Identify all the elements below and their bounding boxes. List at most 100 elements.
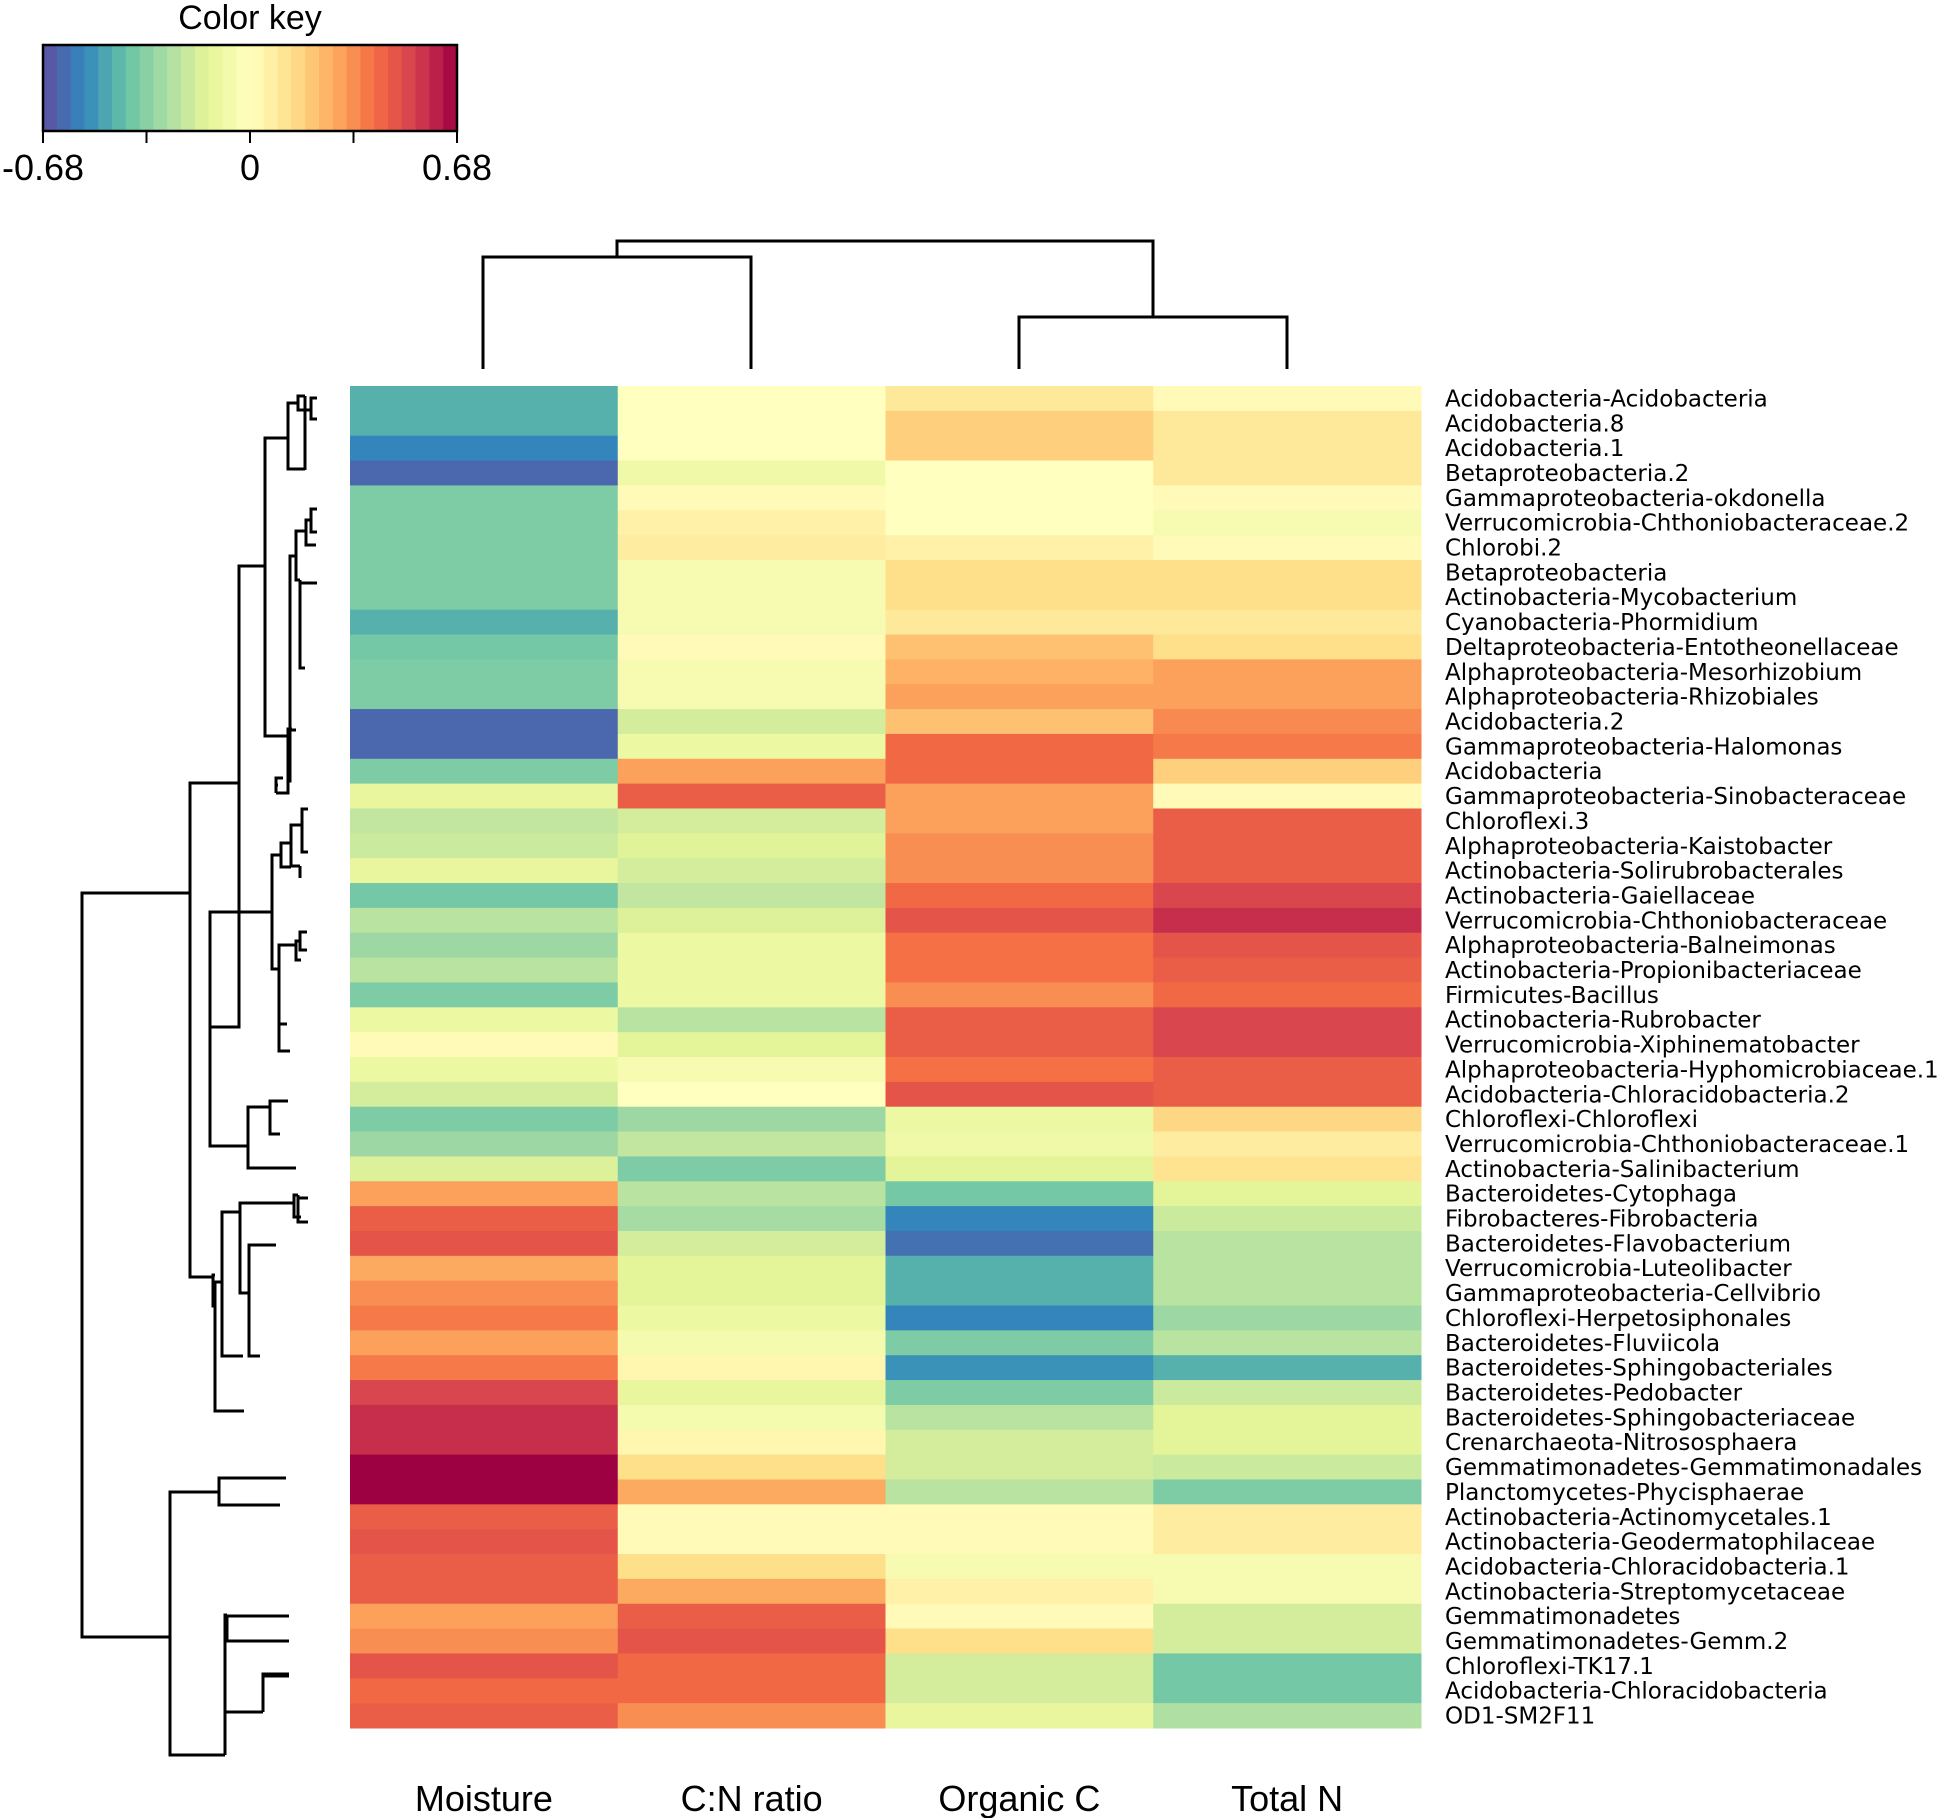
row-label: Actinobacteria-Actinomycetales.1 <box>1445 1505 1832 1531</box>
heatmap-cell <box>350 1330 619 1356</box>
heatmap-cell <box>350 1206 619 1232</box>
row-label: Actinobacteria-Mycobacterium <box>1445 585 1797 611</box>
heatmap-cell <box>350 1156 619 1182</box>
heatmap-cell <box>617 833 886 859</box>
heatmap-cells <box>350 386 1422 1729</box>
heatmap-cell <box>350 1131 619 1157</box>
heatmap-cell <box>617 907 886 934</box>
color-key-band <box>70 45 85 131</box>
heatmap-cell <box>617 609 886 636</box>
heatmap-cell <box>617 1206 886 1232</box>
heatmap-cell <box>350 460 619 486</box>
color-key-band <box>84 45 99 131</box>
heatmap-cell <box>350 1305 619 1331</box>
heatmap-cell <box>350 1703 619 1729</box>
color-key-band <box>429 45 444 131</box>
heatmap-cell <box>617 1504 886 1530</box>
heatmap-cell <box>617 386 886 412</box>
heatmap-cell <box>617 808 886 834</box>
heatmap-cell <box>617 1131 886 1157</box>
heatmap-cell <box>885 634 1154 660</box>
heatmap-cell <box>1153 932 1422 959</box>
heatmap-cell <box>885 1479 1154 1505</box>
heatmap-cell <box>885 1181 1154 1207</box>
heatmap-cell <box>617 1578 886 1605</box>
row-label: Bacteroidetes-Cytophaga <box>1445 1182 1737 1208</box>
row-label: Actinobacteria-Geodermatophilaceae <box>1445 1530 1875 1556</box>
heatmap-cell <box>1153 684 1422 710</box>
color-key-band <box>194 45 210 131</box>
heatmap-cell <box>885 783 1154 809</box>
heatmap-cell <box>885 1703 1154 1729</box>
row-label: Fibrobacteres-Fibrobacteria <box>1445 1207 1758 1233</box>
heatmap-cell <box>350 684 619 710</box>
heatmap-cell <box>350 1280 619 1307</box>
heatmap-cell <box>885 1330 1154 1356</box>
row-label: Alphaproteobacteria-Balneimonas <box>1445 933 1836 959</box>
heatmap-cell <box>350 783 619 809</box>
heatmap-cell <box>885 1206 1154 1232</box>
color-key-band <box>332 45 348 131</box>
heatmap-cell <box>617 1554 886 1580</box>
heatmap-cell <box>350 1628 619 1654</box>
heatmap-cell <box>1153 1081 1422 1108</box>
color-key-zero-label: 0 <box>240 147 260 188</box>
color-key-band <box>56 45 72 131</box>
heatmap-cell <box>1153 1355 1422 1381</box>
heatmap-cell <box>1153 1380 1422 1406</box>
row-label: Deltaproteobacteria-Entotheonellaceae <box>1445 635 1899 661</box>
heatmap-cell <box>617 684 886 710</box>
row-label: Gammaproteobacteria-Cellvibrio <box>1445 1281 1821 1307</box>
color-key-band <box>112 45 127 131</box>
row-label: Gemmatimonadetes-Gemm.2 <box>1445 1629 1788 1655</box>
row-label: Actinobacteria-Solirubrobacterales <box>1445 859 1843 885</box>
heatmap-cell <box>885 833 1154 859</box>
color-key-band <box>263 45 279 131</box>
heatmap-cell <box>885 435 1154 462</box>
heatmap-cell <box>617 1255 886 1282</box>
heatmap-cell <box>885 1355 1154 1381</box>
heatmap-cell <box>617 1156 886 1182</box>
color-key-band <box>401 45 417 131</box>
heatmap-cell <box>617 1703 886 1729</box>
heatmap-cell <box>617 883 886 909</box>
heatmap-cell <box>617 1007 886 1033</box>
heatmap-cell <box>885 1230 1154 1257</box>
heatmap-cell <box>617 1404 886 1431</box>
heatmap-cell <box>350 1230 619 1257</box>
heatmap-cell <box>617 1380 886 1406</box>
heatmap-cell <box>350 883 619 909</box>
row-label: Verrucomicrobia-Chthoniobacteraceae.2 <box>1445 511 1909 537</box>
column-label: Total N <box>1231 1778 1343 1818</box>
row-label: Betaproteobacteria <box>1445 560 1667 586</box>
heatmap-cell <box>350 410 619 437</box>
heatmap-cell <box>1153 957 1422 983</box>
row-label: Betaproteobacteria.2 <box>1445 461 1689 487</box>
heatmap-cell <box>617 1230 886 1257</box>
heatmap-cell <box>1153 1181 1422 1207</box>
heatmap-cell <box>350 833 619 859</box>
heatmap-cell <box>350 1032 619 1058</box>
heatmap-cell <box>885 609 1154 636</box>
heatmap-cell <box>885 758 1154 785</box>
heatmap-cell <box>1153 1280 1422 1307</box>
heatmap-cell <box>885 386 1154 412</box>
heatmap-cell <box>1153 535 1422 561</box>
heatmap-cell <box>350 1504 619 1530</box>
heatmap-cell <box>617 1355 886 1381</box>
heatmap-cell <box>617 485 886 511</box>
heatmap-cell <box>1153 485 1422 511</box>
heatmap-cell <box>1153 1454 1422 1480</box>
heatmap-cell <box>1153 982 1422 1008</box>
heatmap-cell <box>617 1678 886 1704</box>
heatmap-cell <box>350 1653 619 1679</box>
heatmap-cell <box>617 435 886 462</box>
heatmap-cell <box>350 1554 619 1580</box>
heatmap-cell <box>617 733 886 760</box>
column-label: C:N ratio <box>681 1778 823 1818</box>
row-label: Actinobacteria-Streptomycetaceae <box>1445 1579 1845 1605</box>
heatmap-cell <box>350 1106 619 1133</box>
heatmap-cell <box>885 932 1154 959</box>
row-label: Cyanobacteria-Phormidium <box>1445 610 1759 636</box>
color-key-band <box>277 45 292 131</box>
